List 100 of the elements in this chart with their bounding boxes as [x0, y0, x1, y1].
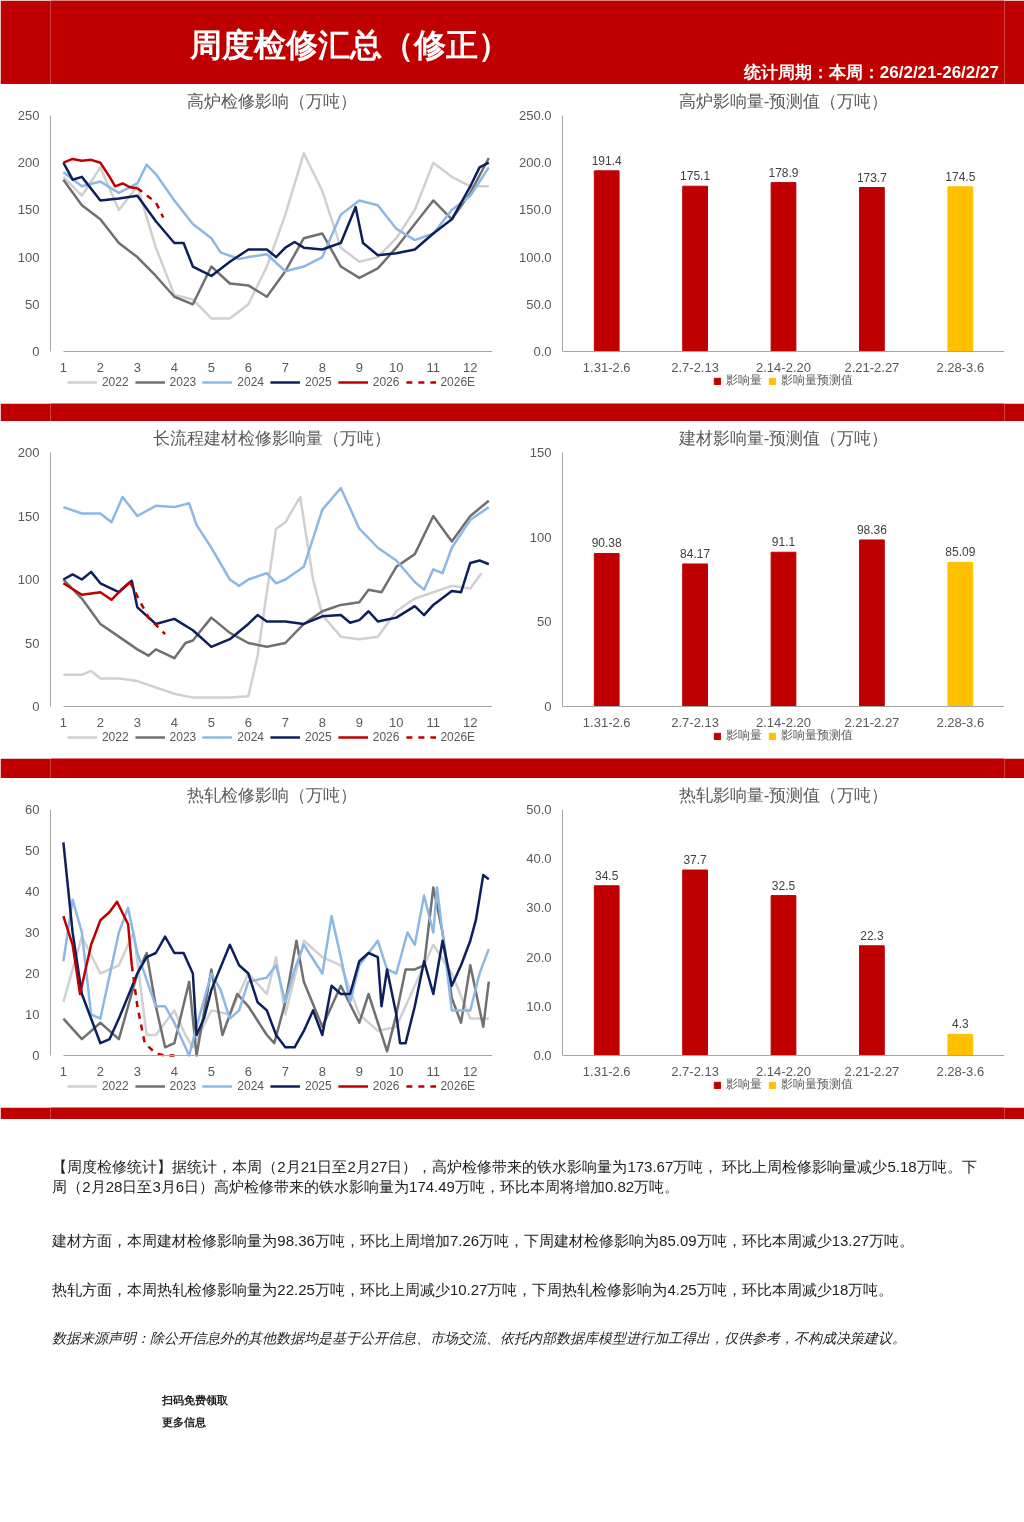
- x-tick-label: 9: [355, 359, 363, 375]
- x-tick-label: 2.7-2.13: [671, 359, 719, 375]
- data-label: 98.36: [856, 522, 888, 537]
- x-tick-label: 7: [281, 359, 289, 375]
- x-tick-label: 10: [389, 359, 404, 375]
- data-label: 90.38: [591, 536, 623, 551]
- y-tick-label: 40.0: [526, 851, 552, 867]
- x-tick-label: 2.28-3.6: [936, 714, 985, 730]
- x-tick-label: 3: [133, 1063, 141, 1079]
- legend-label: 2025: [305, 1079, 332, 1093]
- x-tick-label: 9: [355, 1063, 363, 1079]
- data-label: 22.3: [860, 928, 884, 943]
- x-tick-label: 2.21-2.27: [844, 1063, 900, 1079]
- legend-label: 2026E: [440, 375, 476, 389]
- data-label: 191.4: [591, 153, 623, 168]
- y-tick-label: 0.0: [533, 344, 552, 359]
- legend-label: 2026E: [440, 730, 476, 744]
- x-tick-label: 1: [59, 1063, 67, 1079]
- y-tick-label: 150: [17, 202, 40, 218]
- legend-label: 2022: [101, 730, 129, 744]
- x-tick-label: 5: [207, 1063, 215, 1079]
- x-tick-label: 2: [96, 1063, 104, 1079]
- y-tick-label: 100: [529, 529, 552, 545]
- x-tick-label: 2.21-2.27: [844, 359, 900, 375]
- x-tick-label: 5: [207, 714, 215, 730]
- x-tick-label: 2.28-3.6: [936, 1063, 985, 1079]
- text: 建材方面，本周建材检修影响量为98.36万吨，环比上周增加7.26万吨，下周建材检修影响为85.09万吨，环比本周减少13.27万吨。: [51, 1231, 915, 1249]
- x-tick-label: 2.7-2.13: [671, 1063, 719, 1079]
- legend-label: 2024: [237, 730, 264, 744]
- x-tick-label: 2.14-2.20: [756, 359, 811, 375]
- legend-label: 影响量: [726, 727, 762, 744]
- y-tick-label: 100.0: [518, 249, 552, 265]
- x-tick-label: 11: [426, 359, 441, 375]
- x-tick-label: 2.21-2.27: [844, 714, 900, 730]
- y-tick-label: 10: [25, 1007, 40, 1022]
- y-tick-label: 50.0: [526, 802, 552, 817]
- legend-label: 影响量: [726, 1076, 762, 1093]
- x-tick-label: 1.31-2.6: [582, 714, 631, 730]
- chart-title: 高炉检修影响（万吨）: [186, 91, 357, 111]
- legend-label: 影响量: [726, 372, 762, 389]
- legend-label: 2026: [372, 375, 400, 389]
- legend-label: 2025: [305, 730, 332, 744]
- data-label: 37.7: [683, 853, 708, 868]
- y-tick-label: 200.0: [518, 155, 552, 171]
- text: 热轧方面，本周热轧检修影响量为22.25万吨，环比上周减少10.27万吨，下周热轧检修影响为4.25万吨，环比本周减少18万吨。: [52, 1280, 894, 1298]
- x-tick-label: 8: [318, 1063, 326, 1079]
- legend-label: 2024: [237, 375, 264, 389]
- x-tick-label: 2: [96, 359, 104, 375]
- x-tick-label: 8: [318, 714, 326, 730]
- data-label: 4.3: [951, 1017, 969, 1032]
- chart-title: 热轧影响量-预测值（万吨）: [678, 785, 889, 805]
- y-tick-label: 50: [25, 843, 40, 858]
- x-tick-label: 8: [318, 359, 326, 375]
- chart-title: 建材影响量-预测值（万吨）: [677, 428, 889, 448]
- y-tick-label: 0: [32, 1048, 40, 1063]
- legend-label: 2022: [101, 1079, 129, 1093]
- x-tick-label: 6: [244, 1063, 252, 1079]
- chart-title: 高炉影响量-预测值（万吨）: [678, 91, 889, 111]
- x-tick-label: 12: [463, 359, 478, 375]
- x-tick-label: 3: [133, 359, 141, 375]
- y-tick-label: 40: [25, 884, 40, 899]
- x-tick-label: 4: [170, 714, 178, 730]
- data-label: 91.1: [771, 535, 796, 550]
- y-tick-label: 30.0: [526, 900, 552, 916]
- y-tick-label: 150: [529, 445, 552, 460]
- data-label: 85.09: [945, 545, 976, 560]
- y-tick-label: 200: [17, 155, 40, 171]
- x-tick-label: 2.7-2.13: [671, 714, 719, 730]
- text: 统计周期：本周：26/2/21-26/2/27: [742, 63, 999, 82]
- y-tick-label: 50.0: [526, 296, 552, 312]
- data-label: 175.1: [680, 169, 711, 184]
- x-tick-label: 12: [463, 1063, 478, 1079]
- x-tick-label: 1.31-2.6: [582, 359, 631, 375]
- legend-label: 2026: [372, 730, 400, 744]
- y-tick-label: 50: [537, 614, 552, 630]
- x-tick-label: 6: [244, 359, 252, 375]
- x-tick-label: 4: [170, 1063, 178, 1079]
- y-tick-label: 200: [17, 445, 40, 460]
- x-tick-label: 1.31-2.6: [582, 1063, 631, 1079]
- x-tick-label: 10: [389, 714, 404, 730]
- chart-title: 热轧检修影响（万吨）: [186, 785, 357, 805]
- text: 数据来源声明：除公开信息外的其他数据均是基于公开信息、市场交流、依托内部数据库模型进行加工得出，仅供参考，不构成决策建议。: [52, 1329, 907, 1346]
- x-tick-label: 11: [426, 1063, 441, 1079]
- data-label: 84.17: [680, 546, 711, 561]
- y-tick-label: 0: [32, 344, 40, 359]
- text: 扫码免费领取: [161, 1393, 230, 1406]
- legend-label: 影响量预测值: [781, 372, 853, 389]
- text: 【周度检修统计】据统计，本周（2月21日至2月27日），高炉检修带来的铁水影响量为173.67万吨， 环比上周检修影响量减少5.18万吨。下周（2月28日至3月6日）高炉检修带来的铁水影响量为174.49万吨，环比本周将增加0.82万吨。: [52, 1157, 977, 1195]
- legend-label: 2023: [169, 1079, 197, 1093]
- y-tick-label: 150: [17, 508, 40, 524]
- legend-label: 2026: [372, 1079, 400, 1093]
- x-tick-label: 2.14-2.20: [756, 714, 811, 730]
- y-tick-label: 0: [32, 699, 40, 714]
- legend-label: 2023: [169, 375, 197, 389]
- x-tick-label: 10: [389, 1063, 404, 1079]
- text: 周度检修汇总（修正）: [189, 26, 511, 63]
- x-tick-label: 12: [463, 714, 478, 730]
- legend-label: 影响量预测值: [781, 727, 853, 744]
- x-tick-label: 9: [355, 714, 363, 730]
- legend-label: 2025: [305, 375, 332, 389]
